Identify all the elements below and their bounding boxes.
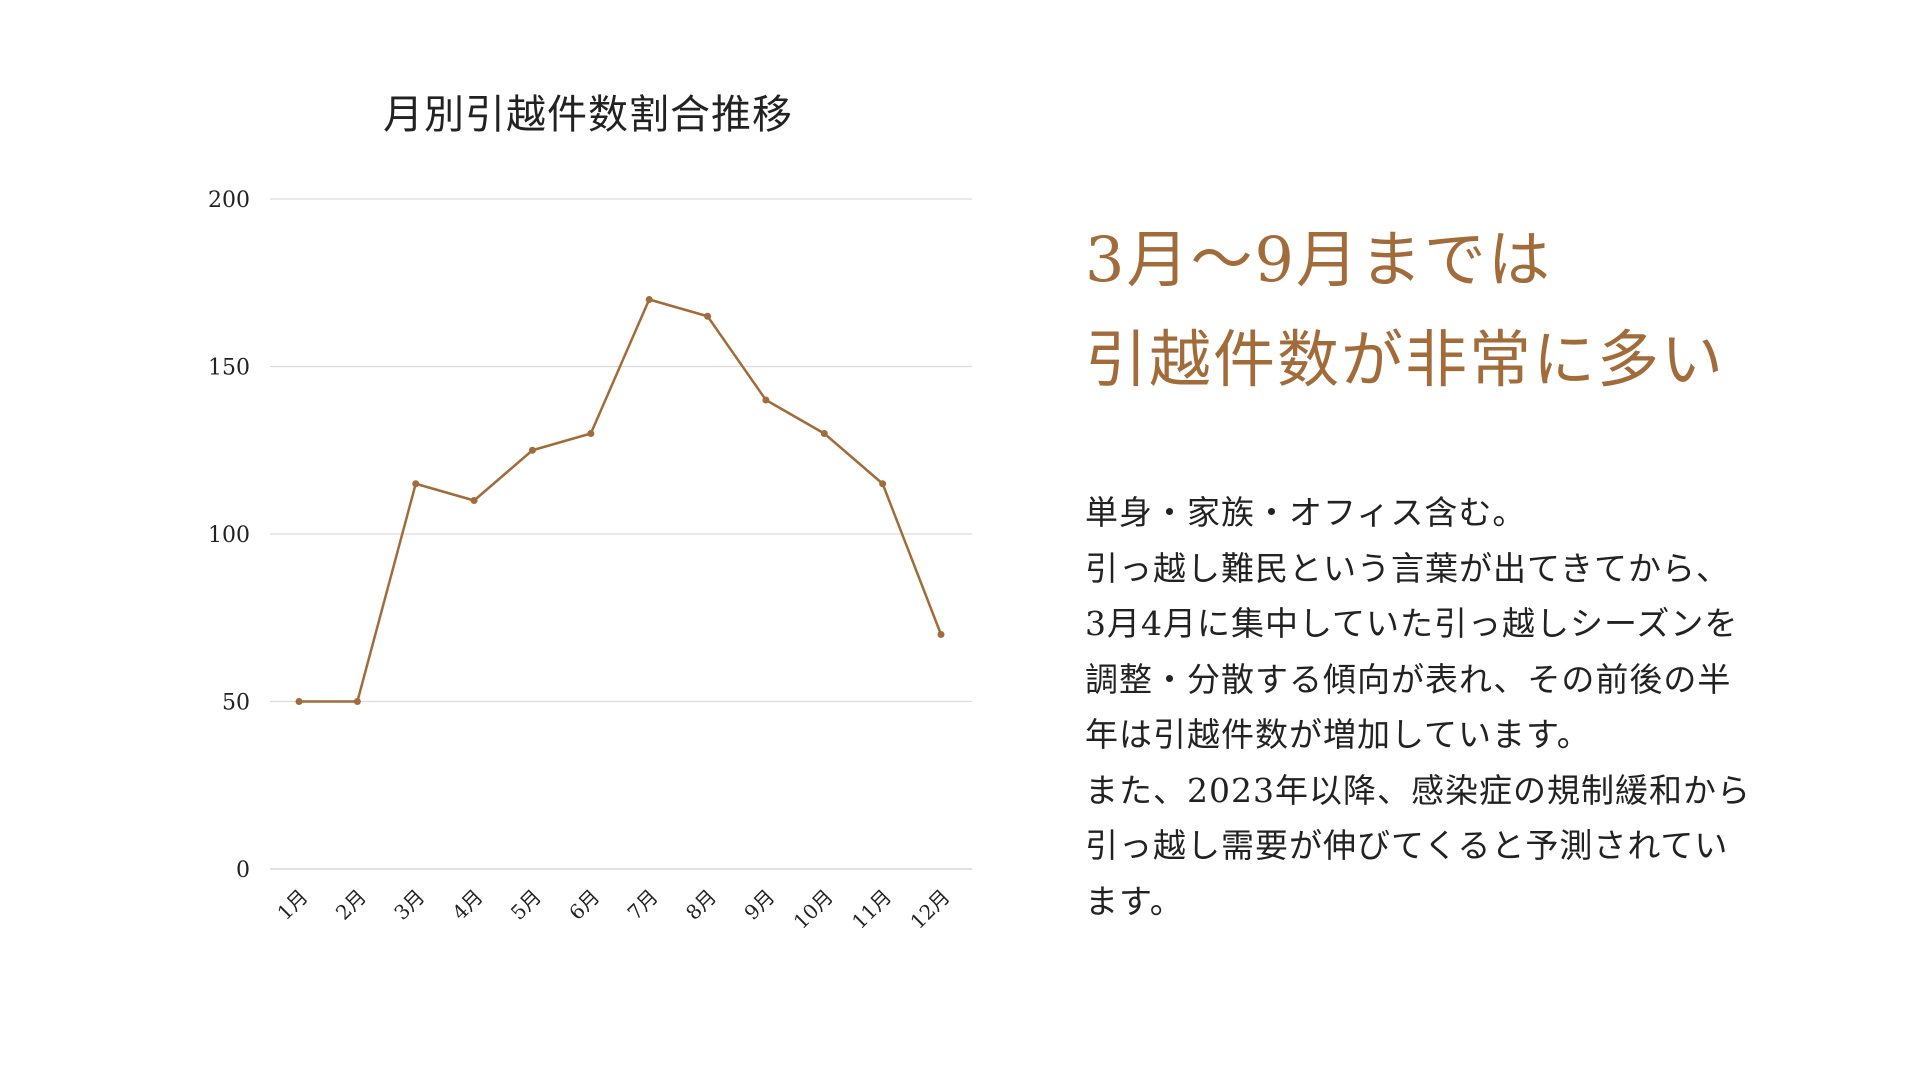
x-tick-label: 2月 [331,885,371,925]
y-tick-label: 150 [208,356,250,381]
x-tick-label: 8月 [681,885,721,925]
x-tick-label: 5月 [506,885,546,925]
headline: 3月～9月までは 引越件数が非常に多い [1085,210,1865,410]
data-point [820,430,828,437]
data-point [704,312,712,320]
data-point [762,396,770,404]
x-tick-label: 9月 [739,885,779,925]
description-line: ます。 [1085,881,1184,921]
x-tick-label: 1月 [272,885,312,925]
y-tick-label: 100 [208,523,250,548]
headline-line-1: 3月～9月までは [1085,223,1552,296]
x-tick-label: 10月 [789,885,838,934]
y-tick-label: 50 [222,691,250,716]
description-line: 3月4月に集中していた引っ越しシーズンを [1085,604,1739,643]
x-tick-label: 3月 [389,885,429,925]
headline-line-2: 引越件数が非常に多い [1085,323,1726,396]
data-point [412,480,420,488]
x-tick-label: 11月 [847,885,896,934]
description-line: 引っ越し難民という言葉が出てきてから、 [1085,548,1731,588]
data-point [528,446,536,454]
data-point [937,631,945,638]
series-line [299,298,943,703]
data-point [295,698,303,705]
data-point [353,698,361,705]
y-tick-label: 0 [236,858,250,883]
x-tick-label: 7月 [623,885,663,925]
description-line: 引っ越し需要が伸びてくると予測されてい [1085,826,1729,865]
chart-title: 月別引越件数割合推移 [383,92,793,138]
description-line: 単身・家族・オフィス含む。 [1085,493,1527,532]
y-tick-label: 200 [208,188,250,213]
data-point [470,497,478,504]
x-tick-label: 4月 [448,885,488,925]
data-point [879,480,887,488]
data-point [587,430,595,437]
description-line: 調整・分散する傾向が表れ、その前後の半 [1085,659,1732,699]
x-tick-label: 12月 [905,885,954,934]
x-tick-label: 6月 [564,885,604,925]
line-chart: 0 50 100 150 200 1月 2月 3月 4月 5月 6月 7月 8月 9月 10月 11月 12月 [208,188,972,934]
description-text: 単身・家族・オフィス含む。 引っ越し難民という言葉が出てきてから、 3月4月に集… [1085,485,1905,929]
description-line: また、2023年以降、感染症の規制緩和から [1085,770,1751,810]
description-line: 年は引越件数が増加しています。 [1085,715,1591,754]
data-point [645,296,653,303]
